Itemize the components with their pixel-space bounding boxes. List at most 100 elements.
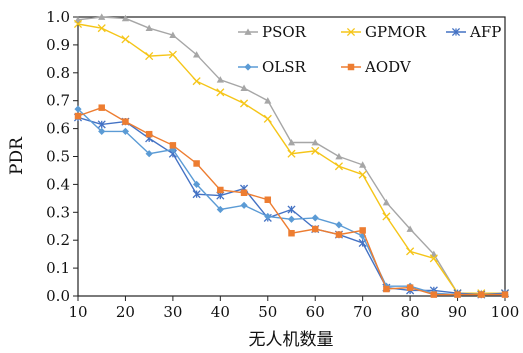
y-tick-label: 0.0 xyxy=(46,287,70,305)
data-point-aodv xyxy=(383,285,390,293)
legend-entry-psor: PSOR xyxy=(238,23,307,41)
marker-stroke xyxy=(145,52,154,61)
marker-stroke xyxy=(287,149,296,158)
data-point-aodv xyxy=(264,196,272,203)
legend-label: PSOR xyxy=(262,23,307,41)
data-point-aodv xyxy=(406,284,414,291)
legend-swatch-marker xyxy=(347,63,355,71)
y-tick-label: 0.2 xyxy=(46,231,70,249)
axes: 0.0 0.1 0.2 0.3 0.4 0.5 0.6 0.7 0.8 0.9 1.0 10 20 30 4… xyxy=(46,8,519,321)
y-tick-label: 0.6 xyxy=(46,120,70,138)
x-tick-label: 50 xyxy=(258,303,277,321)
data-point-psor xyxy=(335,152,343,160)
data-point-olsr xyxy=(240,201,248,209)
legend-swatch-marker xyxy=(244,28,252,35)
data-point-aodv xyxy=(478,291,485,298)
data-point-gpmor xyxy=(73,19,83,29)
data-point-afp xyxy=(287,205,296,214)
y-tick-label: 0.5 xyxy=(46,148,70,166)
data-point-olsr xyxy=(216,205,224,214)
marker-stroke xyxy=(263,114,272,123)
x-tick-label: 10 xyxy=(68,303,87,321)
data-point-aodv xyxy=(454,291,461,298)
y-tick-label: 0.4 xyxy=(46,175,70,193)
data-point-psor xyxy=(406,225,414,232)
legend-swatch-marker xyxy=(346,27,356,37)
data-point-psor xyxy=(216,76,224,83)
data-point-olsr xyxy=(98,127,106,135)
data-point-gpmor xyxy=(334,162,344,171)
data-point-psor xyxy=(193,51,201,58)
data-point-gpmor xyxy=(311,146,320,155)
data-point-olsr xyxy=(74,105,82,113)
data-point-psor xyxy=(311,138,319,146)
y-tick-label: 0.3 xyxy=(46,203,70,221)
y-tick-label: 0.1 xyxy=(46,259,70,277)
data-point-afp xyxy=(192,190,201,199)
data-point-psor xyxy=(359,161,367,168)
data-point-aodv xyxy=(288,229,295,237)
data-point-olsr xyxy=(287,215,296,223)
data-point-olsr xyxy=(264,212,272,221)
data-point-gpmor xyxy=(97,24,106,33)
marker-stroke xyxy=(239,99,249,108)
series-layer xyxy=(73,13,510,299)
data-point-psor xyxy=(169,31,177,39)
legend-entry-gpmor: GPMOR xyxy=(341,23,427,41)
data-point-aodv xyxy=(98,104,105,111)
data-point-psor xyxy=(240,84,248,92)
data-point-aodv xyxy=(430,291,438,298)
series-aodv xyxy=(74,104,509,298)
data-point-gpmor xyxy=(429,254,438,263)
data-point-aodv xyxy=(122,118,129,125)
marker-stroke xyxy=(216,88,225,97)
data-point-olsr xyxy=(335,221,343,229)
marker-stroke xyxy=(346,27,356,37)
x-tick-label: 20 xyxy=(116,303,135,321)
legend-swatch-marker xyxy=(244,63,252,71)
y-tick-label: 0.8 xyxy=(46,64,70,82)
data-point-gpmor xyxy=(121,35,130,44)
data-point-gpmor xyxy=(145,52,154,61)
x-tick-label: 40 xyxy=(211,303,230,321)
y-tick-label: 0.7 xyxy=(46,92,70,110)
data-point-psor xyxy=(145,24,153,32)
data-point-aodv xyxy=(169,142,177,149)
x-axis-label: 无人机数量 xyxy=(249,330,334,350)
marker-stroke xyxy=(97,24,106,33)
data-point-aodv xyxy=(74,112,82,120)
marker-stroke xyxy=(311,146,320,155)
data-point-aodv xyxy=(335,231,343,238)
data-point-psor xyxy=(287,138,296,146)
marker-stroke xyxy=(429,254,438,263)
data-point-aodv xyxy=(311,225,319,233)
data-point-gpmor xyxy=(287,149,296,158)
data-point-gpmor xyxy=(406,247,415,256)
data-point-gpmor xyxy=(192,77,201,86)
series-psor xyxy=(74,13,509,297)
data-point-gpmor xyxy=(382,212,391,221)
marker-stroke xyxy=(358,170,367,179)
legend-label: OLSR xyxy=(262,58,307,76)
data-point-olsr xyxy=(121,127,130,135)
data-point-aodv xyxy=(145,130,153,138)
data-point-olsr xyxy=(193,180,201,188)
x-tick-label: 70 xyxy=(353,303,372,321)
data-point-afp xyxy=(97,120,106,129)
x-tick-label: 100 xyxy=(491,303,520,321)
data-point-aodv xyxy=(501,291,509,298)
data-point-psor xyxy=(121,14,130,22)
data-point-aodv xyxy=(217,186,224,194)
y-tick-label: 1.0 xyxy=(46,8,70,26)
data-point-psor xyxy=(98,13,106,20)
data-point-olsr xyxy=(359,232,367,240)
legend-entry-afp: AFP xyxy=(446,23,501,41)
data-point-aodv xyxy=(193,160,200,167)
marker-stroke xyxy=(168,50,177,59)
data-point-psor xyxy=(74,16,82,23)
data-point-aodv xyxy=(359,227,366,234)
x-tick-label: 80 xyxy=(401,303,420,321)
data-point-gpmor xyxy=(168,50,177,59)
data-point-gpmor xyxy=(239,99,249,108)
